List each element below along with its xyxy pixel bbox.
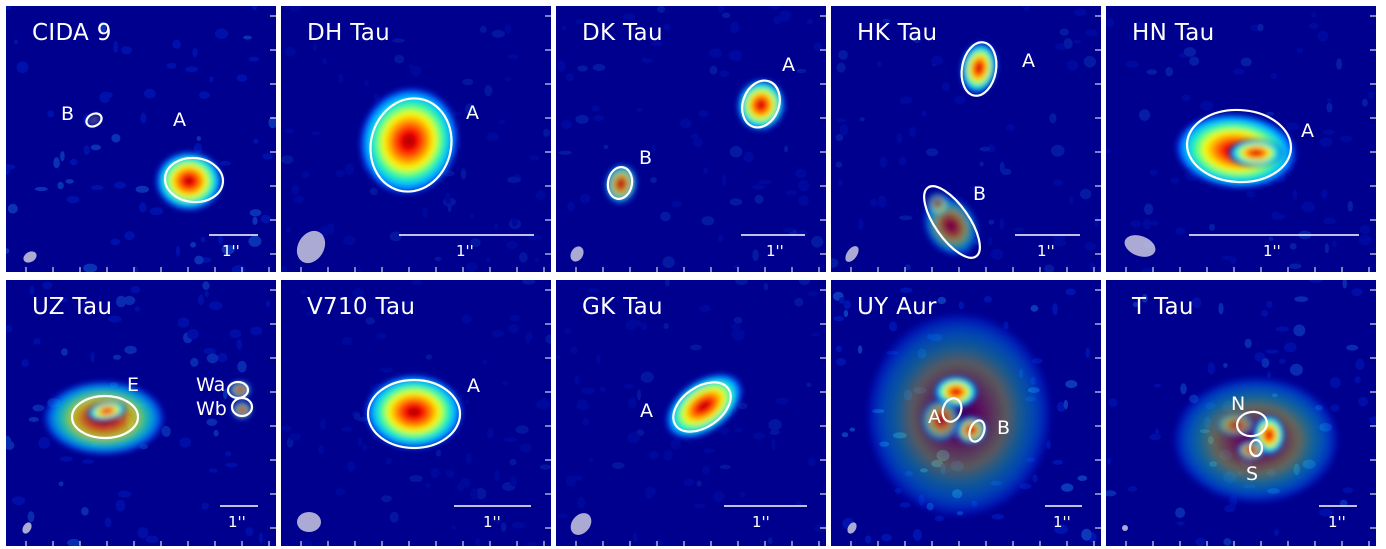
component-label: B (639, 147, 653, 169)
beam-ellipse (296, 230, 326, 264)
component-label: Wa (196, 374, 226, 396)
contour-line (672, 381, 732, 433)
emission-blob (960, 42, 998, 94)
beam-ellipse (1124, 235, 1156, 257)
beam-ellipse (570, 513, 592, 535)
panel-title: V710 Tau (307, 294, 416, 320)
component-label: A (466, 102, 479, 124)
scale-label: 1'' (1053, 513, 1071, 531)
component-label: S (1246, 463, 1259, 485)
panel-hntau: HN Tau A 1'' (1106, 6, 1376, 272)
image-cida9 (6, 6, 276, 272)
emission-blob (87, 400, 127, 422)
scale-label: 1'' (752, 513, 770, 531)
component-label: A (467, 375, 480, 397)
image-uyaur (833, 287, 1101, 546)
component-label: B (997, 417, 1011, 439)
contour-line (923, 185, 981, 259)
emission-blob (364, 374, 464, 450)
component-label: N (1231, 393, 1246, 415)
contour-line (163, 156, 225, 204)
panel-title: UY Aur (857, 294, 937, 320)
component-label: A (1022, 50, 1035, 72)
component-label: E (127, 374, 140, 396)
scale-label: 1'' (766, 242, 784, 260)
panel-title: UZ Tau (32, 294, 113, 320)
contour-line (1248, 438, 1264, 458)
component-label: Wb (196, 398, 227, 420)
component-label: B (61, 103, 75, 125)
panel-dhtau: DH Tau A 1'' (281, 6, 551, 272)
panel-cida9: CIDA 9 B A 1'' (6, 6, 276, 272)
contour-line (230, 396, 254, 418)
emission-blob (1228, 139, 1284, 167)
contour-line (968, 419, 986, 443)
contour-line (1185, 108, 1293, 184)
panel-title: DK Tau (582, 20, 663, 46)
image-gktau (556, 280, 826, 546)
contour-line (366, 378, 462, 450)
image-hntau (1106, 12, 1376, 272)
image-ttau (1106, 280, 1376, 546)
contour-line (70, 394, 140, 440)
beam-ellipse (23, 251, 37, 263)
panel-uyaur: UY Aur A B 1'' (831, 280, 1101, 546)
scale-label: 1'' (222, 242, 240, 260)
contour-line (606, 166, 634, 200)
emission-blob (921, 398, 961, 442)
emission-blob (358, 86, 460, 196)
image-dktau (557, 6, 826, 272)
emission-blob (664, 372, 744, 440)
contour-line (741, 79, 781, 129)
panel-title: HN Tau (1132, 20, 1215, 46)
beam-ellipse (845, 246, 859, 262)
noise-speckle (557, 6, 824, 269)
panel-title: CIDA 9 (32, 20, 112, 46)
panel-title: GK Tau (582, 294, 663, 320)
component-label: B (973, 183, 987, 205)
beam-ellipse (297, 512, 321, 532)
panel-title: T Tau (1132, 294, 1194, 320)
image-hktau (831, 6, 1101, 272)
panel-hktau: HK Tau A B 1'' (831, 6, 1101, 272)
contour-line (85, 112, 103, 128)
panel-title: HK Tau (857, 20, 938, 46)
contour-line (1235, 410, 1269, 438)
panel-title: DH Tau (307, 20, 391, 46)
emission-blob (926, 192, 950, 216)
beam-ellipse (570, 246, 584, 262)
beam-ellipse (1122, 525, 1128, 531)
contour-line (960, 41, 998, 97)
beam-ellipse (22, 522, 32, 534)
scale-label: 1'' (1328, 513, 1346, 531)
panel-uztau: UZ Tau E Wa Wb 1'' (6, 280, 276, 546)
panel-dktau: DK Tau A B 1'' (556, 6, 826, 272)
image-uztau (6, 281, 276, 546)
scale-label: 1'' (1037, 242, 1055, 260)
noise-speckle (281, 280, 551, 546)
component-label: A (640, 400, 653, 422)
component-label: A (928, 406, 941, 428)
contour-line (369, 97, 453, 193)
noise-speckle (281, 6, 550, 272)
noise-speckle (556, 280, 826, 546)
scale-label: 1'' (483, 513, 501, 531)
panel-ttau: T Tau N S 1'' (1106, 280, 1376, 546)
scale-label: 1'' (456, 242, 474, 260)
image-v710tau (281, 280, 551, 546)
panel-gktau: GK Tau A 1'' (556, 280, 826, 546)
panel-v710tau: V710 Tau A 1'' (281, 280, 551, 546)
component-label: A (1301, 120, 1314, 142)
scale-label: 1'' (228, 513, 246, 531)
emission-blob (87, 114, 101, 126)
component-label: A (173, 109, 186, 131)
component-label: A (782, 54, 795, 76)
image-dhtau (281, 6, 551, 272)
contour-line (941, 397, 963, 423)
beam-ellipse (847, 522, 857, 534)
scale-label: 1'' (1263, 242, 1281, 260)
